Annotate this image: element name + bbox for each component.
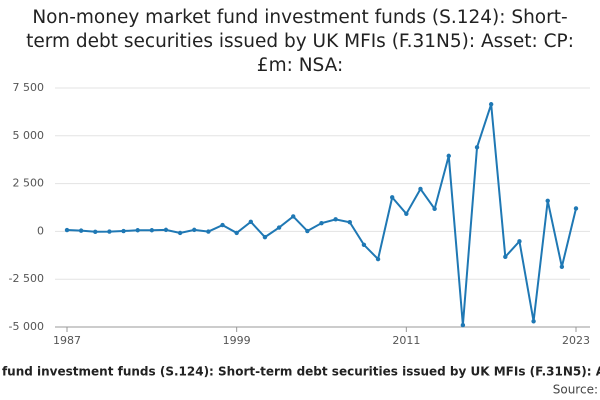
point bbox=[248, 219, 254, 225]
point bbox=[333, 217, 338, 222]
point bbox=[545, 198, 550, 204]
point bbox=[488, 102, 494, 107]
point bbox=[347, 220, 352, 225]
point bbox=[375, 256, 381, 262]
point bbox=[517, 239, 522, 244]
point bbox=[531, 319, 536, 324]
point bbox=[446, 153, 451, 159]
point bbox=[149, 228, 155, 233]
point bbox=[418, 186, 423, 192]
point bbox=[573, 206, 579, 211]
point bbox=[559, 264, 565, 269]
legend-entry: Non-money market fund investment funds (… bbox=[0, 365, 600, 379]
point bbox=[192, 227, 197, 233]
point bbox=[361, 242, 367, 247]
point bbox=[432, 206, 437, 212]
point bbox=[404, 211, 409, 217]
point bbox=[220, 222, 225, 228]
y-tick-label: 2 500 bbox=[13, 177, 45, 190]
point bbox=[474, 145, 480, 150]
point bbox=[291, 214, 296, 219]
point bbox=[305, 228, 310, 234]
point bbox=[64, 227, 70, 233]
point bbox=[262, 234, 268, 240]
point bbox=[234, 230, 239, 236]
x-tick-label: 2023 bbox=[562, 334, 590, 347]
point bbox=[389, 195, 395, 200]
point bbox=[107, 229, 112, 234]
y-tick-label: 5 000 bbox=[13, 129, 45, 142]
source: Source: bbox=[553, 383, 598, 397]
point bbox=[78, 228, 84, 233]
x-tick-label: 2011 bbox=[392, 334, 420, 347]
y-tick-label: 7 500 bbox=[13, 81, 45, 94]
point bbox=[121, 228, 126, 234]
point bbox=[135, 228, 140, 233]
y-tick-label: 0 bbox=[37, 224, 44, 237]
point bbox=[276, 225, 282, 230]
series-line bbox=[66, 103, 577, 326]
y-tick-label: -2 500 bbox=[9, 272, 44, 285]
point bbox=[460, 322, 466, 328]
point bbox=[177, 230, 183, 236]
y-tick-label: -5 000 bbox=[9, 320, 44, 333]
point bbox=[93, 229, 98, 234]
point bbox=[163, 227, 169, 233]
x-tick-label: 1987 bbox=[53, 334, 81, 347]
point bbox=[206, 229, 211, 234]
point bbox=[319, 220, 324, 226]
x-tick-label: 1999 bbox=[223, 334, 251, 347]
point bbox=[503, 254, 508, 260]
chart-title: Non-money market fund investment funds (… bbox=[26, 7, 574, 76]
